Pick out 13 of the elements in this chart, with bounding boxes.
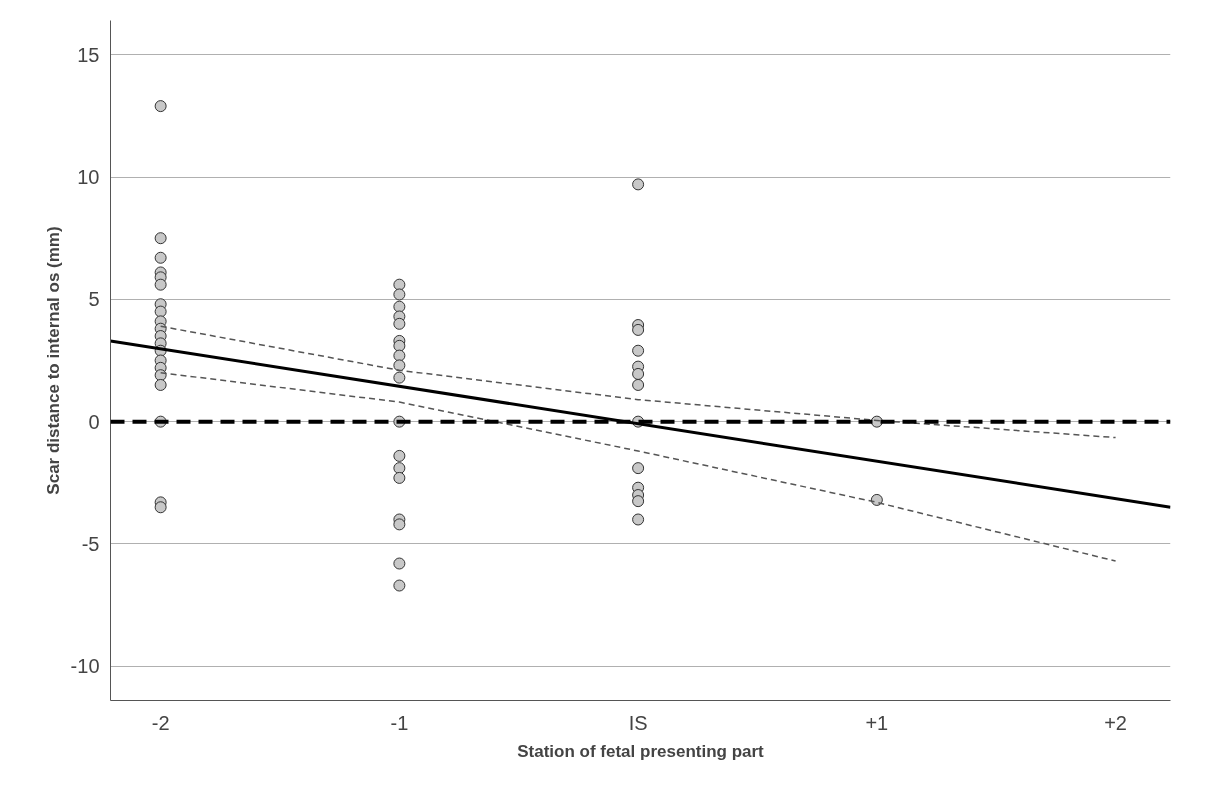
y-tick-label: -5 [81, 532, 100, 555]
y-axis-title: Scar distance to internal os (mm) [43, 226, 63, 495]
x-tick-label: IS [628, 711, 648, 734]
x-axis-title: Station of fetal presenting part [517, 741, 765, 761]
y-tick-label: 15 [77, 43, 100, 66]
x-tick-label: -2 [151, 711, 170, 734]
x-tick-label: +1 [865, 711, 889, 734]
y-tick-label: 0 [88, 410, 100, 433]
y-tick-label: -10 [70, 655, 100, 678]
x-tick-label: +2 [1104, 711, 1127, 734]
y-tick-label: 10 [77, 166, 100, 189]
x-tick-label: -1 [390, 711, 409, 734]
y-tick-label: 5 [88, 288, 100, 311]
